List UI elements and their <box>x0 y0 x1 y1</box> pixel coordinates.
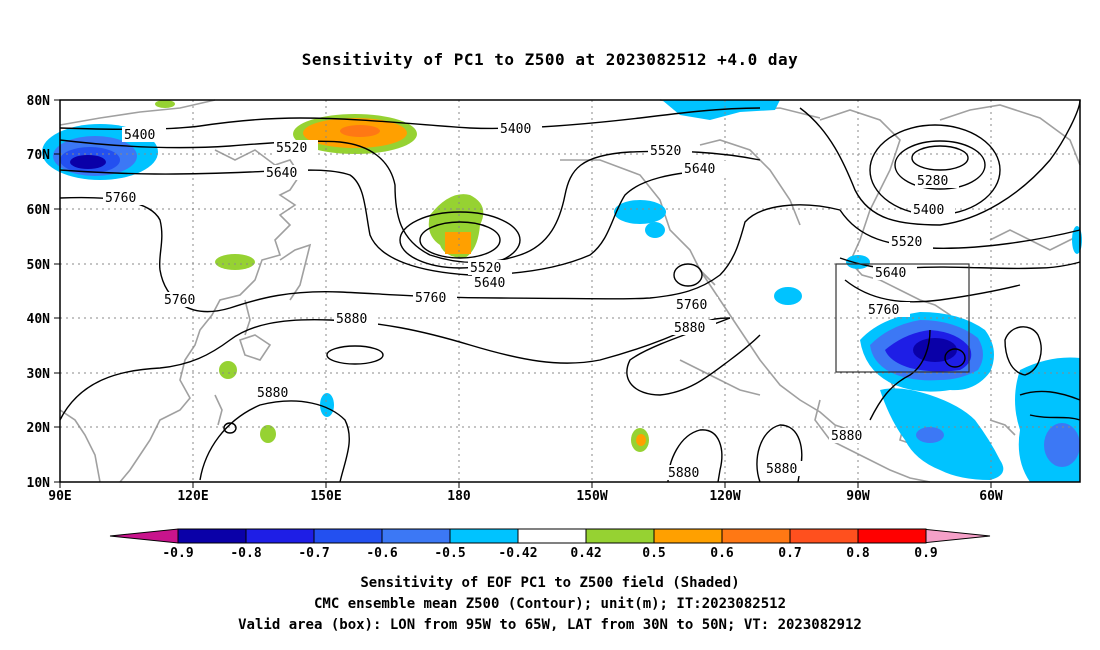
colorbar-label: -0.42 <box>498 546 537 560</box>
contour-label-c14: 5760 <box>676 298 707 313</box>
colorbar-box <box>381 528 451 544</box>
shade-blob <box>70 155 106 169</box>
caption-line-3: Valid area (box): LON from 95W to 65W, L… <box>238 617 862 633</box>
colorbar-label: 0.6 <box>710 546 734 560</box>
map-plot: 5400 5400 5520 5520 5640 5640 5760 5760 … <box>27 94 1082 560</box>
colorbar-label: -0.8 <box>230 546 261 560</box>
colorbar-label: -0.9 <box>162 546 193 560</box>
shade-blob <box>913 338 957 362</box>
colorbar: -0.9 -0.8 -0.7 -0.6 -0.5 -0.42 0.42 0.5 0.6 0.7 0.… <box>109 528 991 560</box>
contour-label-c7: 5760 <box>105 191 136 206</box>
colorbar-label: 0.7 <box>778 546 801 560</box>
shade-blob <box>320 393 334 417</box>
colorbar-box <box>313 528 383 544</box>
valid-area-box <box>835 263 970 373</box>
lon-label-120w: 120W <box>709 489 740 504</box>
colorbar-label: -0.5 <box>434 546 465 560</box>
contour-label-c18: 5520 <box>891 235 922 250</box>
caption-line-2: CMC ensemble mean Z500 (Contour); unit(m… <box>313 596 786 612</box>
map-frame <box>59 99 1081 483</box>
colorbar-box <box>517 528 587 544</box>
shade-blob <box>219 361 237 379</box>
caption-line-1: Sensitivity of EOF PC1 to Z500 field (Sh… <box>360 575 740 591</box>
shade-blob <box>215 254 255 270</box>
shade-blob <box>636 434 646 446</box>
colorbar-label: 0.42 <box>570 546 601 560</box>
shade-blob <box>445 232 471 254</box>
lon-label-150w: 150W <box>576 489 607 504</box>
lat-label-50n: 50N <box>27 258 51 273</box>
lat-label-80n: 80N <box>27 94 51 109</box>
contour-label-c19: 5640 <box>875 266 906 281</box>
shade-blob <box>614 200 666 224</box>
shade-blob <box>155 100 175 108</box>
lon-label-90e: 90E <box>48 489 71 504</box>
shade-blob <box>916 427 944 443</box>
figure-title: Sensitivity of PC1 to Z500 at 2023082512… <box>301 50 799 69</box>
contour-label-c17: 5400 <box>913 203 944 218</box>
contour-label-c6: 5640 <box>684 162 715 177</box>
shade-blob <box>645 222 665 238</box>
lat-label-70n: 70N <box>27 148 51 163</box>
longitude-labels: 90E 120E 150E 180 150W 120W 90W 60W <box>48 489 1003 504</box>
shade-blob <box>1044 423 1080 467</box>
shade-blob <box>774 287 802 305</box>
lon-label-120e: 120E <box>177 489 208 504</box>
gridlines <box>60 100 1080 482</box>
colorbar-box <box>857 528 927 544</box>
contour-label-c3: 5520 <box>276 141 307 156</box>
colorbar-box <box>585 528 655 544</box>
lon-label-90w: 90W <box>846 489 870 504</box>
contour-label-c9: 5520 <box>470 261 501 276</box>
colorbar-left-tip <box>109 528 179 544</box>
contour-label-c16: 5280 <box>917 174 948 189</box>
colorbar-box <box>449 528 519 544</box>
shade-blob <box>340 125 380 137</box>
colorbar-label: -0.6 <box>366 546 397 560</box>
contour-label-c1: 5400 <box>124 128 155 143</box>
contour-label-c21: 5880 <box>831 429 862 444</box>
lon-label-60w: 60W <box>979 489 1003 504</box>
colorbar-right-tip <box>921 528 991 544</box>
lon-label-150e: 150E <box>310 489 341 504</box>
colorbar-box <box>721 528 791 544</box>
contour-label-c5: 5640 <box>266 166 297 181</box>
z500-contours <box>59 99 1081 483</box>
lat-label-30n: 30N <box>27 367 51 382</box>
lon-label-180: 180 <box>447 489 471 504</box>
colorbar-box <box>789 528 859 544</box>
colorbar-label: 0.9 <box>914 546 937 560</box>
colorbar-label: 0.5 <box>642 546 665 560</box>
contour-label-c2: 5400 <box>500 122 531 137</box>
colorbar-label: -0.7 <box>298 546 329 560</box>
figure-captions: Sensitivity of EOF PC1 to Z500 field (Sh… <box>0 573 1100 636</box>
colorbar-box <box>245 528 315 544</box>
contour-label-c20: 5760 <box>868 303 899 318</box>
contour-label-c8: 5760 <box>164 293 195 308</box>
contour-labels: 5400 5400 5520 5520 5640 5640 5760 5760 … <box>103 121 959 481</box>
contour-label-c15: 5880 <box>674 321 705 336</box>
lat-label-10n: 10N <box>27 476 51 491</box>
contour-label-c10: 5640 <box>474 276 505 291</box>
contour-label-c12: 5880 <box>336 312 367 327</box>
colorbar-box <box>177 528 247 544</box>
contour-label-c11: 5760 <box>415 291 446 306</box>
lat-label-40n: 40N <box>27 312 51 327</box>
contour-label-c22: 5880 <box>668 466 699 481</box>
contour-label-c13: 5880 <box>257 386 288 401</box>
latitude-labels: 80N 70N 60N 50N 40N 30N 20N 10N <box>27 94 51 491</box>
shade-blob <box>260 425 276 443</box>
lat-label-60n: 60N <box>27 203 51 218</box>
contour-label-c23: 5880 <box>766 462 797 477</box>
contour-label-c4: 5520 <box>650 144 681 159</box>
tick-marks <box>54 99 992 488</box>
colorbar-label: 0.8 <box>846 546 870 560</box>
lat-label-20n: 20N <box>27 421 51 436</box>
colorbar-box <box>653 528 723 544</box>
